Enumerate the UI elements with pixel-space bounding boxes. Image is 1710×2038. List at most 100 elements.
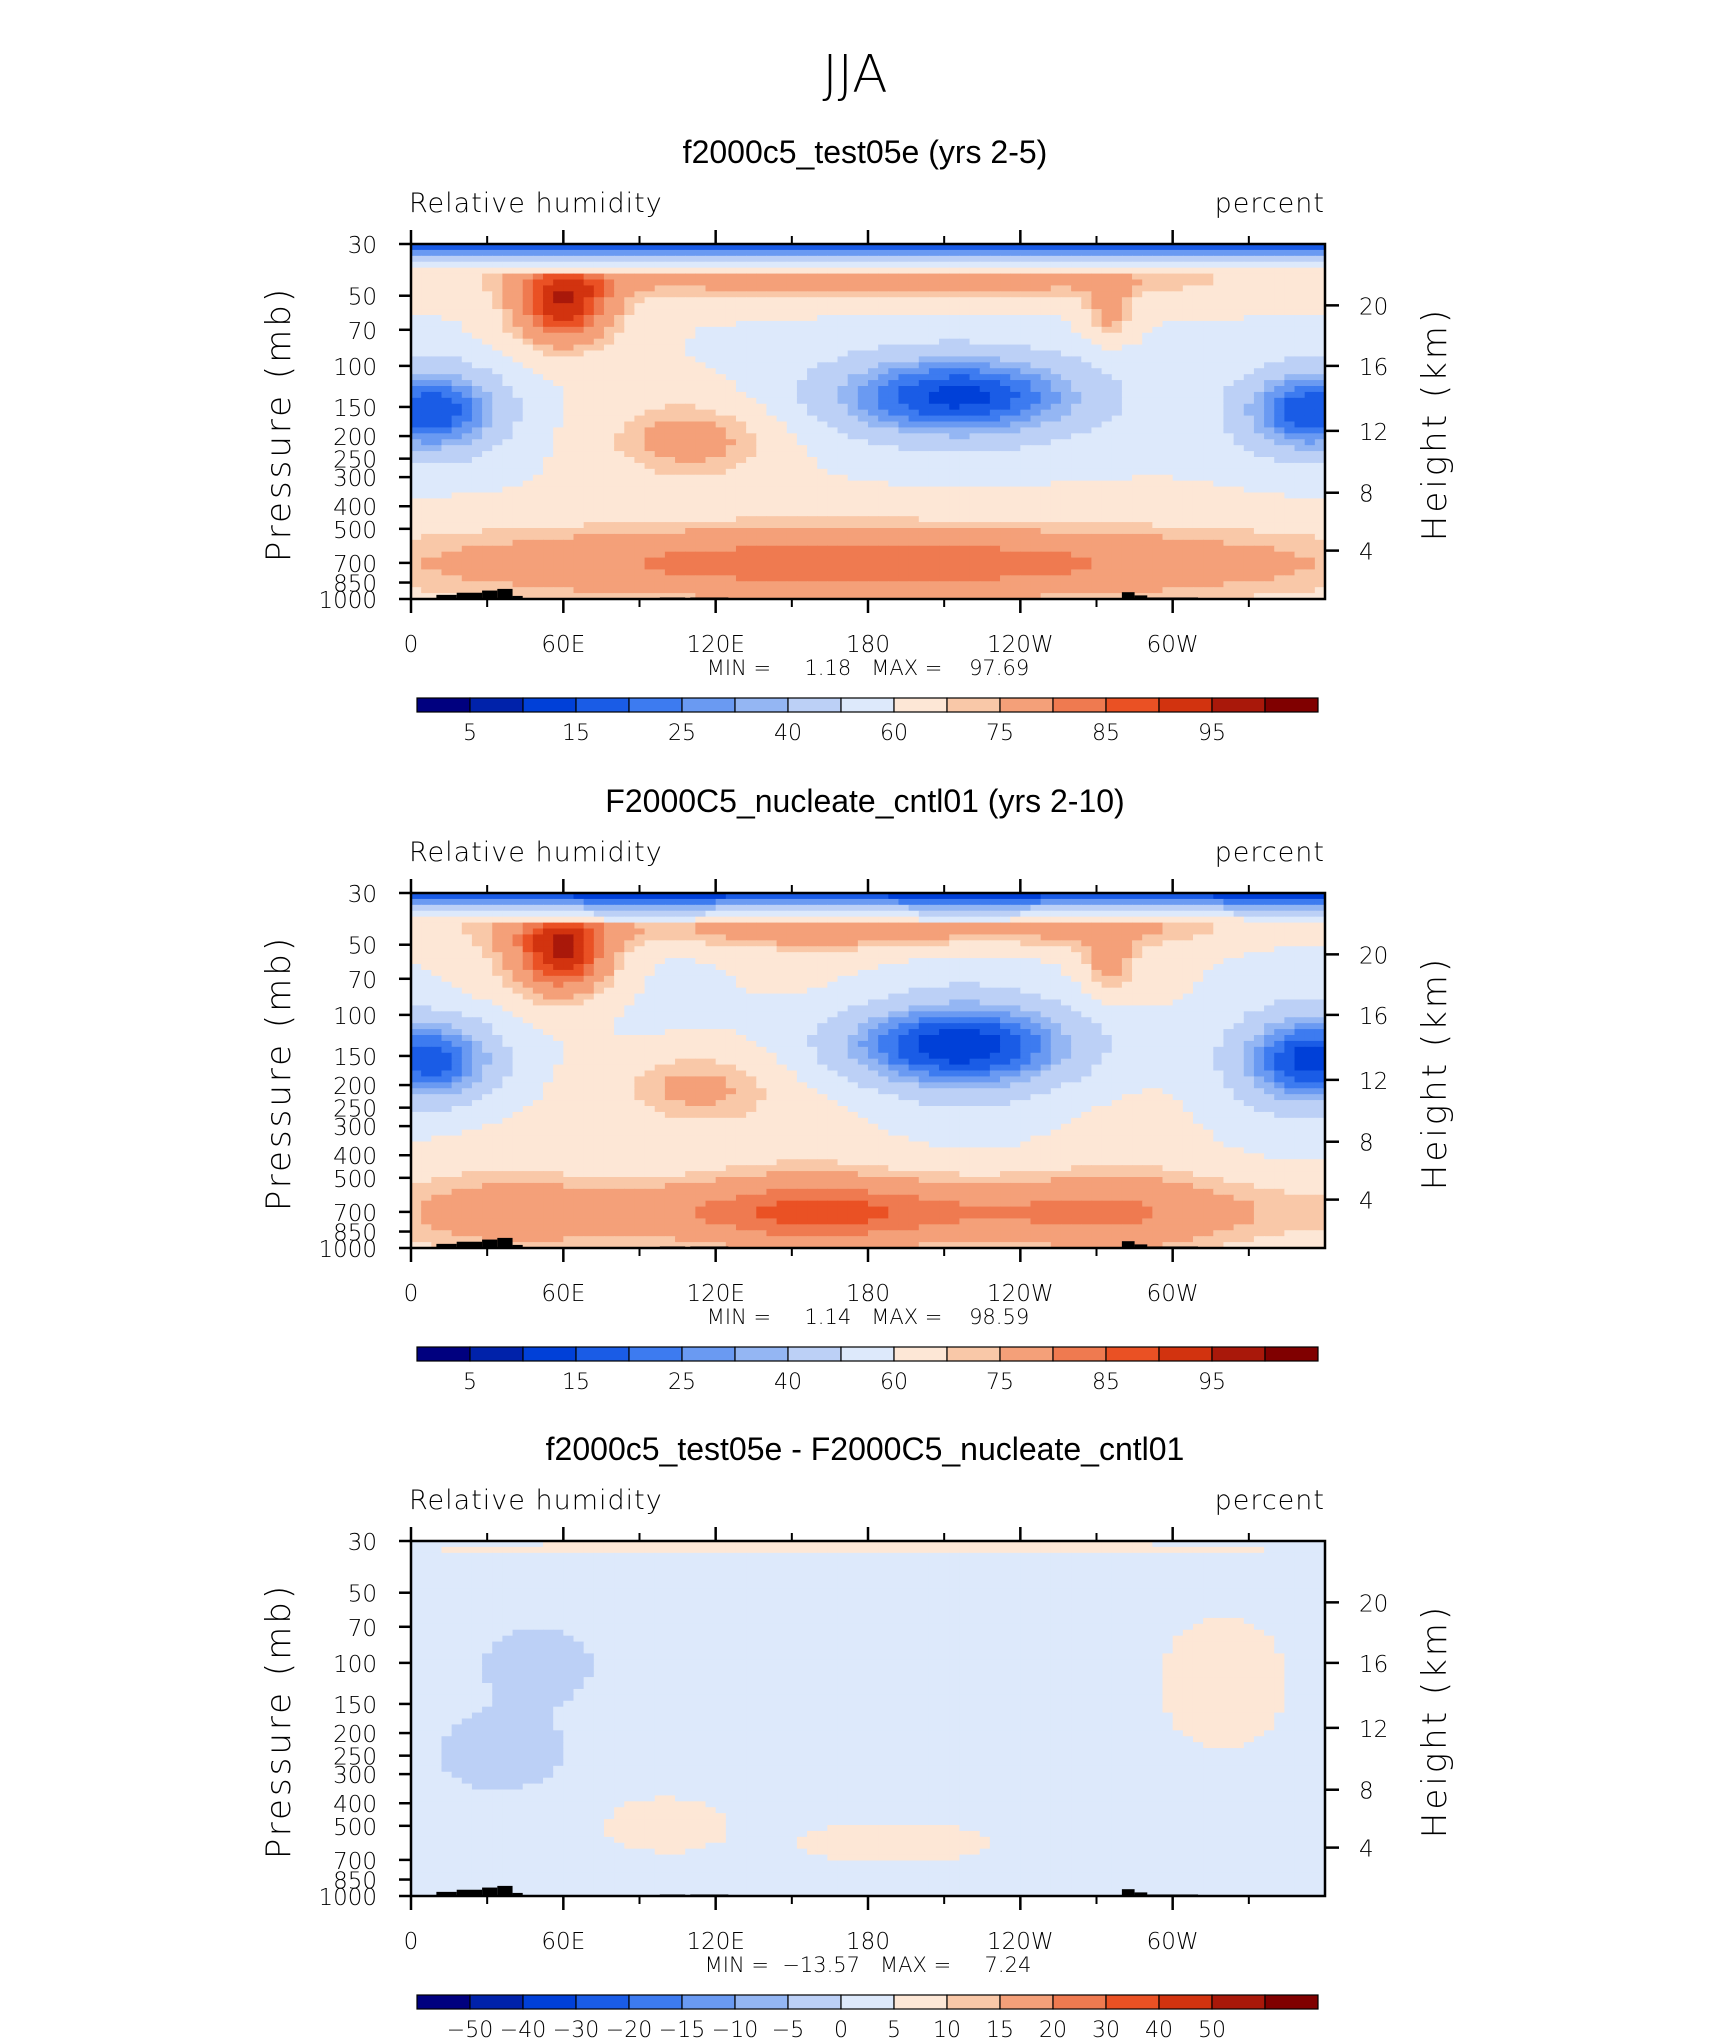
field-cell [593,510,605,517]
field-cell [1264,291,1275,298]
field-cell [725,486,737,494]
field-cell [807,326,818,334]
field-cell [735,403,747,411]
field-cell [1121,451,1133,458]
field-cell [1172,309,1184,316]
field-cell [644,368,656,375]
field-cell [553,539,564,547]
field-cell [969,332,981,340]
field-cell [654,539,666,547]
field-cell [888,391,900,399]
field-cell [1264,492,1275,500]
field-cell [593,474,605,482]
field-cell [1132,551,1143,559]
field-cell [421,433,432,440]
field-cell [573,380,585,387]
field-cell [715,528,727,535]
field-cell [766,332,778,340]
field-cell [1000,297,1011,304]
field-cell [715,244,727,251]
field-cell [695,415,707,423]
field-cell [979,291,991,298]
field-cell [705,344,717,352]
field-cell [1213,439,1225,446]
field-cell [431,244,443,251]
field-cell [878,326,889,334]
field-cell [1264,320,1275,328]
field-cell [654,462,666,470]
field-cell [502,291,514,298]
field-cell [654,551,666,559]
field-cell [603,303,615,310]
field-cell [705,522,717,529]
field-cell [543,557,554,565]
field-cell [1040,522,1052,529]
field-cell [654,244,666,251]
field-cell [1010,374,1021,381]
field-cell [1192,285,1204,292]
field-cell [837,563,849,571]
field-cell [868,468,879,476]
field-cell [776,397,788,405]
field-cell [918,504,930,511]
field-cell [878,457,889,464]
field-cell [543,255,554,263]
field-cell [411,504,422,511]
field-cell [1081,498,1093,505]
field-cell [868,427,879,434]
field-cell [532,504,544,511]
field-cell [1121,539,1133,547]
field-cell [695,569,707,576]
field-cell [411,539,422,547]
field-cell [573,391,585,399]
field-cell [1172,403,1184,411]
field-cell [939,433,950,440]
field-cell [1182,545,1194,553]
field-cell [1213,291,1225,298]
field-cell [512,291,524,298]
field-cell [593,563,605,571]
field-cell [725,255,737,263]
field-cell [431,403,443,411]
field-cell [807,516,818,523]
field-cell [532,516,544,523]
field-cell [675,551,686,559]
field-cell [878,492,889,500]
field-cell [1142,267,1153,275]
field-cell [1000,255,1011,263]
field-cell [685,522,696,529]
field-cell [1081,356,1093,363]
field-cell [1314,516,1326,523]
field-cell [543,474,554,482]
field-cell [857,397,869,405]
field-cell [583,267,595,275]
field-cell [1030,338,1042,346]
field-cell [532,474,544,482]
field-cell [1071,279,1082,287]
field-cell [1304,362,1316,369]
field-cell [532,403,544,411]
field-cell [1030,510,1042,517]
field-cell [421,315,432,322]
field-cell [1284,320,1296,328]
field-cell [461,397,473,405]
field-cell [969,291,981,298]
field-cell [735,522,747,529]
field-cell [705,474,717,482]
field-cell [1294,332,1306,340]
field-cell [1243,539,1255,547]
field-cell [411,545,422,553]
field-cell [1010,551,1021,559]
field-cell [1274,498,1285,505]
field-cell [1121,551,1133,559]
field-cell [593,315,605,322]
field-cell [431,486,443,494]
field-cell [421,303,432,310]
field-cell [776,273,788,281]
field-cell [1304,557,1316,565]
field-cell [624,338,636,346]
field-cell [1192,539,1204,547]
field-cell [1304,244,1316,251]
field-cell [634,451,646,458]
field-cell [411,421,422,429]
